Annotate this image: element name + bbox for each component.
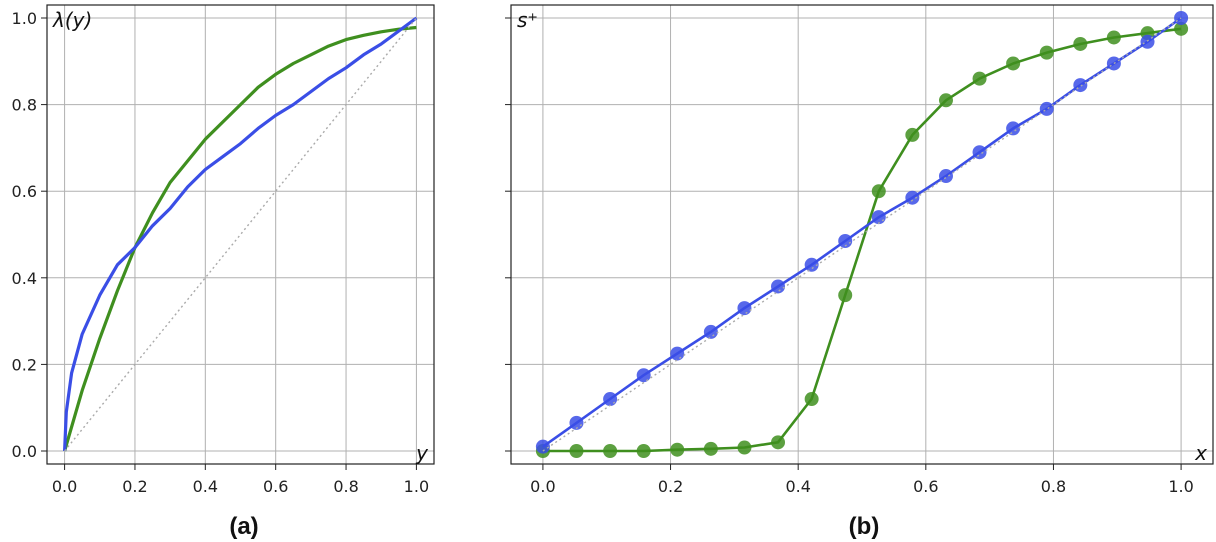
panel-b-series-1-point [871,210,886,225]
panel-b-series-0-point [804,392,819,407]
panel-a-x-tick-label: 0.0 [52,477,77,496]
panel-b-x-tick-label: 0.2 [658,477,683,496]
panel-a-x-tick-label: 1.0 [404,477,429,496]
panel-b-series-1-point [636,368,651,383]
panel-a-y-tick-label: 0.6 [12,182,37,201]
panel-a-y-tick-label: 0.0 [12,442,37,461]
panel-b-series-1-point [972,145,987,160]
panel-b-series-1-point [703,324,718,339]
panel-b-series-0-point [838,288,853,303]
panel-b-series-1-point [603,392,618,407]
panel-b-series-0-point [1106,30,1121,45]
panel-b-series-0-point [569,444,584,459]
panel-a-series-0-line [63,25,417,452]
panel-a-identity-line [64,17,417,452]
panel-a-y-tick-label: 1.0 [12,9,37,28]
panel-b-series-1-point [938,169,953,184]
panel-b-series-0-point [636,444,651,459]
panel-a-y-tick-label: 0.8 [12,96,37,115]
panel-b-series-0-point [938,93,953,108]
panel-b-series-1-point [737,301,752,316]
panel-a-frame [46,4,435,465]
panel-b-ylabel: s⁺ [517,8,538,32]
panel-b-series-0-point [771,435,786,450]
panel-a-ylabel: λ(y) [52,8,92,32]
panel-b-series-0-point [871,184,886,199]
panel-b-series-1-point [1006,121,1021,136]
panel-b-series-0-point [1006,56,1021,71]
panel-a-y-tick-label: 0.2 [12,355,37,374]
panel-b-series-0-point [1073,36,1088,51]
panel-b-series-1-point [838,233,853,248]
panel-b-xlabel: x [1194,441,1207,465]
panel-b-series-1-point [1039,101,1054,116]
panel-b-series-1-point [771,279,786,294]
panel-b-x-tick-label: 0.0 [530,477,555,496]
panel-b-series-1-point [569,415,584,430]
panel-b-label: (b) [849,513,880,540]
panel-b: 0.0 0.2 0.4 0.6 0.8 1.0 s⁺ x [505,4,1214,496]
panel-a-x-tick-label: 0.4 [193,477,218,496]
panel-b-x-tick-label: 0.6 [913,477,938,496]
panel-a-series-1-line [63,16,418,452]
panel-b-series-1-point [1140,34,1155,49]
panel-a-x-tick-label: 0.2 [122,477,147,496]
panel-b-series-0-point [972,71,987,86]
panel-b-series-1-point [1073,78,1088,93]
panel-a: 0.0 0.0 0.2 0.2 0.4 0.4 0.6 0.6 0.8 0.8 1.0 1.0 λ(y)… [12,4,435,496]
panel-a-y-tick-label: 0.4 [12,269,37,288]
panel-b-series-0-point [737,440,752,455]
panel-b-series-0-point [905,127,920,142]
panel-b-series-1-point [670,346,685,361]
panel-b-series-1-point [804,257,819,272]
panel-b-identity-line [542,17,1182,452]
panel-b-series-0-point [603,444,618,459]
panel-b-series-0-point [1039,45,1054,60]
panel-b-series-0-point [703,441,718,456]
panel-b-series-0-line [542,27,1182,453]
panel-a-xlabel: y [415,441,429,465]
panel-a-x-tick-label: 0.8 [333,477,358,496]
panel-b-series-0-point [670,442,685,457]
panel-b-x-tick-label: 1.0 [1168,477,1193,496]
panel-a-label: (a) [229,513,258,540]
panel-a-x-tick-label: 0.6 [263,477,288,496]
panel-b-series-1-point [535,439,550,454]
panel-b-frame [510,4,1214,465]
panel-b-series-0-point [1174,21,1189,36]
panel-b-series-1-point [905,190,920,205]
panel-b-x-tick-label: 0.8 [1041,477,1066,496]
panel-b-x-tick-label: 0.4 [785,477,810,496]
